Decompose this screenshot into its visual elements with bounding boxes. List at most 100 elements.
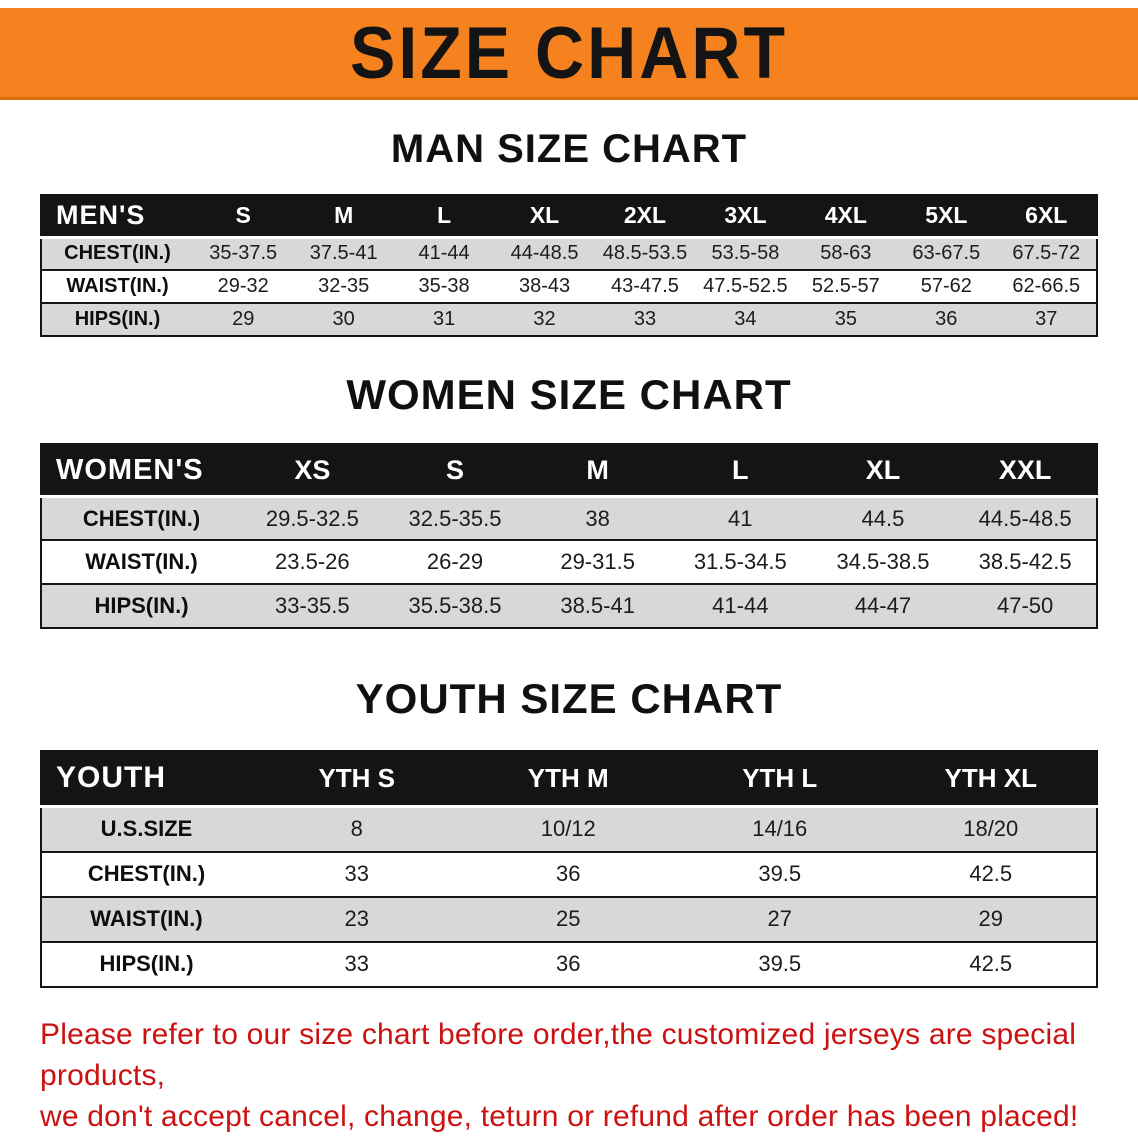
size-value: 47.5-52.5 — [703, 275, 788, 297]
women-size-section: WOMEN SIZE CHART WOMEN'S XS S M L XL XXL CHEST(… — [0, 371, 1138, 630]
size-value: 44.5-48.5 — [978, 505, 1072, 531]
size-value: 62-66.5 — [1012, 275, 1081, 297]
measurement-row: HIPS(IN.) 29 30 31 32 33 34 35 36 37 — [41, 303, 1097, 336]
women-size-table: WOMEN'S XS S M L XL XXL CHEST(IN.) 29.5-32.5 32.5… — [40, 443, 1098, 630]
size-column-header: XXL — [954, 444, 1097, 498]
size-value: 33 — [344, 951, 369, 977]
size-value: 37 — [1035, 308, 1058, 330]
size-column-header: M — [526, 444, 669, 498]
size-value: 25 — [556, 906, 581, 932]
size-value: 18/20 — [963, 816, 1019, 842]
measurement-row: CHEST(IN.) 29.5-32.5 32.5-35.5 38 41 44.5 44.5… — [41, 496, 1097, 541]
row-label: HIPS(IN.) — [74, 308, 161, 330]
youth-size-section: YOUTH SIZE CHART YOUTH YTH S YTH M YTH L YTH… — [0, 675, 1138, 988]
size-column-header: 4XL — [795, 195, 897, 239]
size-value: 8 — [350, 816, 363, 842]
size-value: 30 — [332, 308, 355, 330]
size-column-header: L — [668, 444, 812, 498]
youth-size-chart-heading: YOUTH SIZE CHART — [355, 675, 783, 723]
size-value: 23.5-26 — [275, 549, 350, 575]
size-value: 38.5-42.5 — [978, 549, 1072, 575]
table-title-cell: MEN'S — [41, 195, 193, 239]
size-value: 44-47 — [854, 593, 912, 619]
size-value: 32.5-35.5 — [408, 505, 502, 531]
size-column-header: XL — [811, 444, 955, 498]
banner-title: SIZE CHART — [350, 11, 788, 94]
size-value: 58-63 — [820, 242, 872, 265]
size-column-header: 2XL — [594, 195, 696, 239]
size-value: 29.5-32.5 — [265, 505, 359, 531]
size-column-header: M — [293, 195, 394, 239]
size-value: 63-67.5 — [912, 242, 981, 265]
size-value: 29 — [978, 906, 1003, 932]
size-value: 33 — [344, 861, 369, 887]
measurement-row: HIPS(IN.) 33 36 39.5 42.5 — [41, 941, 1097, 987]
size-value: 47-50 — [997, 593, 1054, 619]
size-value: 38 — [585, 505, 610, 531]
man-size-chart-heading: MAN SIZE CHART — [390, 127, 748, 171]
measurement-row: WAIST(IN.) 23.5-26 26-29 29-31.5 31.5-34.5 34… — [41, 540, 1097, 585]
size-value: 32 — [533, 308, 556, 330]
table-header-row: MEN'S S M L XL 2XL 3XL 4XL 5XL 6XL — [41, 195, 1097, 239]
size-value: 10/12 — [540, 816, 596, 842]
women-size-chart-heading: WOMEN SIZE CHART — [346, 371, 792, 418]
size-value: 29 — [232, 308, 255, 330]
size-value: 31 — [432, 308, 456, 330]
row-label: CHEST(IN.) — [82, 505, 201, 531]
size-value: 67.5-72 — [1012, 242, 1081, 265]
size-value: 27 — [767, 906, 792, 932]
row-label: WAIST(IN.) — [85, 549, 198, 575]
size-value: 48.5-53.5 — [602, 242, 688, 265]
size-value: 31.5-34.5 — [693, 549, 787, 575]
men-size-table: MEN'S S M L XL 2XL 3XL 4XL 5XL 6XL CHEST(IN.) 35-37… — [40, 194, 1098, 337]
size-value: 57-62 — [920, 275, 972, 297]
measurement-row: HIPS(IN.) 33-35.5 35.5-38.5 38.5-41 41-44 44-… — [41, 584, 1097, 629]
size-value: 41-44 — [418, 242, 470, 265]
size-value: 35-38 — [418, 275, 470, 297]
size-value: 43-47.5 — [611, 275, 679, 297]
size-value: 36 — [556, 861, 581, 887]
size-value: 36 — [935, 308, 958, 330]
size-value: 26-29 — [426, 549, 484, 575]
size-column-header: 3XL — [695, 195, 796, 239]
size-column-header: YTH L — [674, 750, 886, 809]
size-value: 42.5 — [969, 861, 1013, 887]
size-column-header: XS — [241, 444, 384, 498]
size-value: 14/16 — [752, 816, 808, 842]
size-value: 34 — [734, 308, 757, 330]
size-value: 38.5-41 — [560, 593, 635, 619]
size-value: 38-43 — [518, 275, 571, 297]
size-column-header: YTH M — [462, 750, 674, 809]
size-value: 53.5-58 — [711, 242, 780, 265]
size-value: 33-35.5 — [275, 593, 350, 619]
size-value: 52.5-57 — [811, 275, 880, 297]
size-value: 32-35 — [318, 275, 370, 297]
size-value: 35.5-38.5 — [408, 593, 502, 619]
footer-line-2: we don't accept cancel, change, teturn o… — [40, 1099, 1079, 1133]
row-label: WAIST(IN.) — [66, 275, 169, 297]
row-label: CHEST(IN.) — [87, 861, 206, 887]
measurement-row: CHEST(IN.) 35-37.5 37.5-41 41-44 44-48.5 48.5… — [41, 237, 1097, 270]
man-size-section: MAN SIZE CHART MEN'S S M L XL 2XL 3XL 4XL 5XL 6XL… — [0, 126, 1138, 337]
size-value: 41 — [728, 505, 753, 531]
size-value: 44-48.5 — [510, 242, 579, 265]
size-chart-banner: SIZE CHART — [0, 8, 1138, 100]
table-header-row: YOUTH YTH S YTH M YTH L YTH XL — [41, 750, 1097, 809]
row-label: HIPS(IN.) — [99, 951, 194, 977]
row-label: CHEST(IN.) — [64, 242, 171, 265]
size-value: 35 — [834, 308, 857, 330]
measurement-row: WAIST(IN.) 23 25 27 29 — [41, 896, 1097, 942]
table-title-cell: YOUTH — [41, 750, 251, 809]
size-column-header: XL — [494, 195, 595, 239]
size-column-header: L — [393, 195, 495, 239]
size-column-header: YTH S — [251, 750, 463, 809]
size-column-header: YTH XL — [885, 750, 1097, 809]
size-value: 42.5 — [969, 951, 1013, 977]
size-column-header: 6XL — [996, 195, 1097, 239]
measurement-row: CHEST(IN.) 33 36 39.5 42.5 — [41, 851, 1097, 897]
size-value: 36 — [556, 951, 581, 977]
footer-line-1: Please refer to our size chart before or… — [40, 1017, 1077, 1092]
measurement-row: WAIST(IN.) 29-32 32-35 35-38 38-43 43-47.5 47.… — [41, 270, 1097, 303]
size-value: 39.5 — [758, 951, 802, 977]
size-value: 39.5 — [758, 861, 802, 887]
